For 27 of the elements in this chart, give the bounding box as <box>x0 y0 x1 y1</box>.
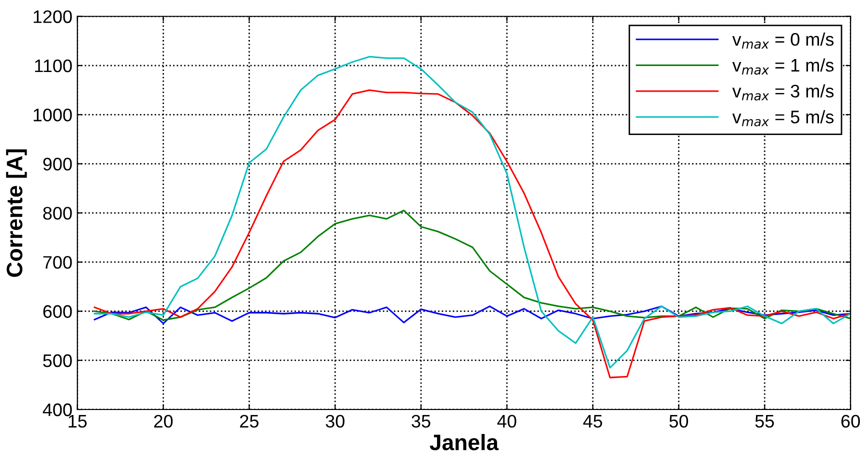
x-tick-label: 30 <box>326 414 344 428</box>
x-tick-label: 60 <box>841 414 860 428</box>
x-tick-label: 35 <box>412 414 430 428</box>
legend-label: v$_{max}$ = 1 m/s <box>732 58 834 75</box>
y-tick-label: 500 <box>43 354 72 368</box>
x-axis-title: Janela <box>430 434 499 450</box>
x-tick-label: 20 <box>154 414 173 428</box>
legend-label: v$_{max}$ = 5 m/s <box>732 110 834 126</box>
y-tick-label: 1000 <box>34 108 72 122</box>
y-tick-label: 700 <box>43 256 72 269</box>
y-axis-title: Corrente [A] <box>6 149 27 277</box>
y-tick-label: 600 <box>43 305 72 318</box>
y-tick-label: 400 <box>42 403 72 416</box>
line-series <box>94 210 851 321</box>
y-tick-label: 1100 <box>35 59 72 72</box>
line-series <box>94 306 851 324</box>
x-tick-label: 55 <box>755 415 774 428</box>
legend-label: v$_{max}$ = 3 m/s <box>732 84 834 100</box>
y-tick-label: 900 <box>43 158 72 171</box>
x-tick-label: 40 <box>497 414 516 428</box>
x-tick-label: 50 <box>669 414 688 428</box>
y-tick-label: 1200 <box>34 10 72 24</box>
x-tick-label: 15 <box>68 415 87 428</box>
x-tick-label: 45 <box>583 415 602 428</box>
x-tick-label: 25 <box>240 414 258 428</box>
y-tick-label: 800 <box>43 206 72 220</box>
legend-label: v$_{max}$ = 0 m/s <box>732 32 834 49</box>
